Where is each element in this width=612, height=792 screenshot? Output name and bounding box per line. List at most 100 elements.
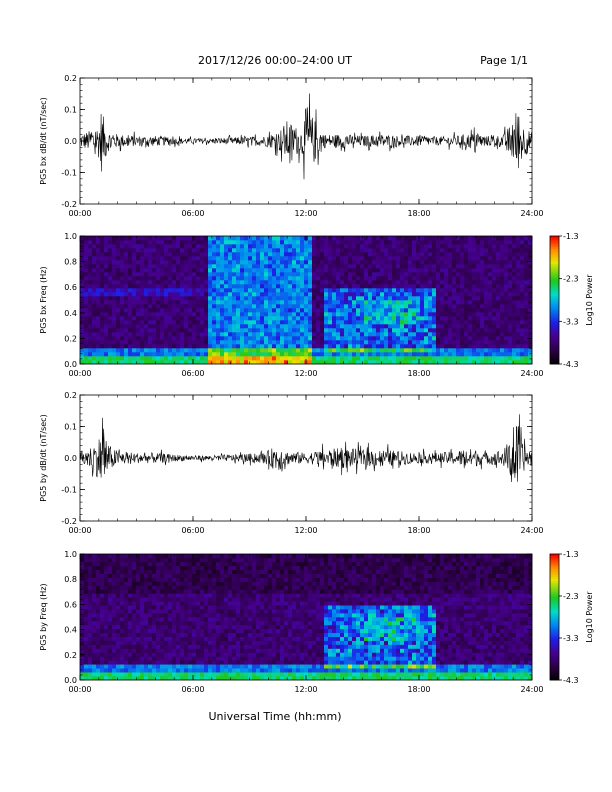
colorbar-step (550, 640, 559, 643)
colorbar-step (550, 562, 559, 565)
colorbar-step (550, 236, 559, 239)
colorbar-frame (549, 553, 560, 681)
y-tick-label: 0.6 (64, 600, 77, 609)
colorbar-step (550, 602, 559, 605)
panel-4: -1.3 -2.3 -3.3 -4.3 Log10 Power 1.0 0.8 0.6 0.4 0… (39, 550, 594, 694)
colorbar-step (550, 572, 559, 576)
y-tick-label: 1.0 (64, 232, 77, 241)
panels: 0.20.10.0-0.1-0.200:00 06:00 12:00 18:00 24:… (39, 74, 594, 694)
colorbar-step (550, 257, 559, 260)
colorbar-step (550, 310, 559, 314)
colorbar-step (550, 577, 559, 580)
header-date-range: 2017/12/26 00:00–24:00 UT (198, 54, 352, 67)
colorbar-step (550, 650, 559, 654)
colorbar-step (550, 336, 559, 339)
x-tick-label: 18:00 (407, 685, 430, 694)
colorbar: -1.3 -2.3 -3.3 -4.3 Log10 Power (549, 232, 594, 369)
colorbar-step (550, 600, 559, 603)
colorbar-step (550, 295, 559, 299)
colorbar-step (550, 579, 559, 582)
colorbar-step (550, 253, 559, 256)
colorbar-step (550, 314, 559, 318)
y-tick-label: 0.2 (64, 651, 77, 660)
colorbar-step (550, 244, 559, 248)
y-tick-label: 0.4 (64, 309, 77, 318)
colorbar-step (550, 280, 559, 284)
colorbar-step (550, 587, 559, 591)
x-tick-label: 12:00 (294, 685, 317, 694)
colorbar-step (550, 302, 559, 305)
colorbar-step (550, 332, 559, 335)
colorbar-step (550, 591, 559, 595)
x-tick-label: 06:00 (181, 369, 204, 378)
x-tick-label: 24:00 (520, 369, 543, 378)
colorbar-step (550, 608, 559, 612)
colorbar-step (550, 558, 559, 561)
colorbar-tick-label: -1.3 (563, 232, 579, 241)
colorbar-step (550, 575, 559, 578)
colorbar-step (550, 556, 559, 559)
colorbar-step (550, 355, 559, 358)
y-tick-label: 0.0 (64, 360, 77, 369)
colorbar-step (550, 287, 559, 290)
colorbar-step (550, 621, 559, 624)
colorbar-step (550, 633, 559, 637)
colorbar-step (550, 291, 559, 294)
colorbar-step (550, 351, 559, 354)
colorbar-step (550, 656, 559, 660)
colorbar-step (550, 312, 559, 316)
colorbar-step (550, 663, 559, 666)
colorbar-step (550, 246, 559, 250)
y-tick-label: 0.1 (64, 423, 77, 432)
colorbar-step (550, 669, 559, 672)
colorbar-step (550, 250, 559, 254)
colorbar-step (550, 361, 559, 365)
x-tick-label: 06:00 (181, 526, 204, 535)
x-tick-label: 18:00 (407, 526, 430, 535)
x-tick-label: 12:00 (294, 526, 317, 535)
colorbar-step (550, 261, 559, 265)
colorbar-step (550, 566, 559, 570)
colorbar-step (550, 338, 559, 341)
y-tick-label: 0.4 (64, 626, 77, 635)
colorbar-step (550, 661, 559, 664)
colorbar-step (550, 627, 559, 630)
colorbar-step (550, 344, 559, 348)
y-tick-label: 0.8 (64, 258, 77, 267)
colorbar-step (550, 593, 559, 597)
colorbar-label: Log10 Power (585, 274, 594, 326)
panel-2: -1.3 -2.3 -3.3 -4.3 Log10 Power 1.0 0.8 0.6 0.4 0… (39, 232, 594, 378)
colorbar-step (550, 673, 559, 677)
colorbar-step (550, 238, 559, 241)
colorbar-step (550, 665, 559, 668)
colorbar-step (550, 255, 559, 258)
x-tick-label: 24:00 (520, 209, 543, 218)
colorbar-step (550, 623, 559, 626)
colorbar-step (550, 606, 559, 609)
colorbar-step (550, 612, 559, 616)
colorbar-step (550, 659, 559, 662)
colorbar-step (550, 304, 559, 307)
y-tick-label: 1.0 (64, 550, 77, 559)
header-page: Page 1/1 (480, 54, 528, 67)
colorbar: -1.3 -2.3 -3.3 -4.3 Log10 Power (549, 550, 594, 685)
colorbar-step (550, 568, 559, 572)
colorbar-step (550, 554, 559, 557)
colorbar-tick-label: -2.3 (563, 275, 579, 284)
y-tick-label: 0.2 (64, 74, 77, 83)
colorbar-step (550, 675, 559, 679)
colorbar-step (550, 259, 559, 262)
colorbar-step (550, 648, 559, 651)
colorbar-step (550, 334, 559, 337)
colorbar-step (550, 642, 559, 645)
y-tick-label: 0.1 (64, 106, 77, 115)
colorbar-tick-label: -2.3 (563, 592, 579, 601)
colorbar-step (550, 359, 559, 363)
colorbar-step (550, 617, 559, 620)
x-tick-label: 00:00 (68, 685, 91, 694)
colorbar-step (550, 625, 559, 628)
colorbar-step (550, 646, 559, 649)
colorbar-step (550, 598, 559, 601)
colorbar-step (550, 560, 559, 563)
